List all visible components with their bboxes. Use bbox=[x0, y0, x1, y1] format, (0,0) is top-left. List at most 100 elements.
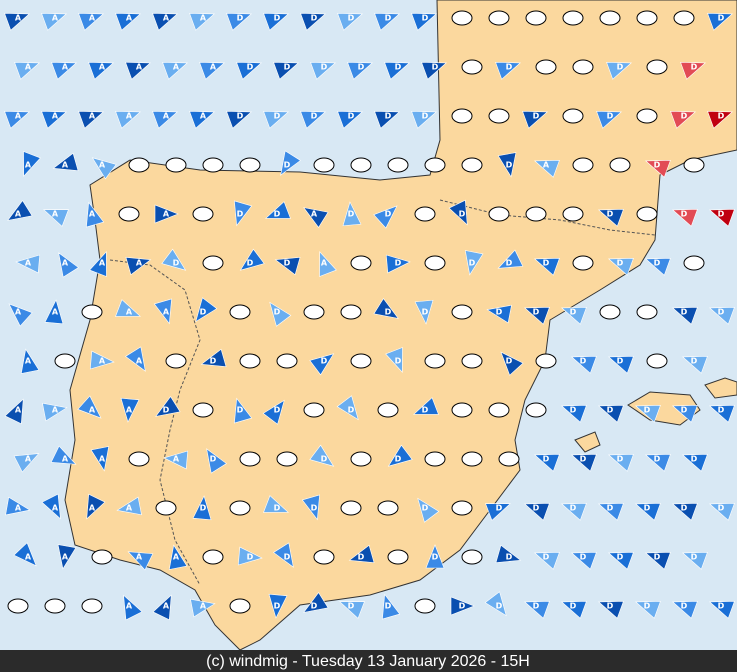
wind-label: A bbox=[200, 602, 207, 611]
calm-marker bbox=[387, 157, 409, 173]
wind-marker bbox=[385, 347, 403, 373]
wind-label: D bbox=[691, 63, 698, 72]
calm-marker bbox=[350, 353, 372, 369]
wind-arrow bbox=[596, 110, 623, 129]
wind-arrow bbox=[154, 204, 179, 224]
wind-marker bbox=[168, 544, 188, 570]
wind-label: D bbox=[247, 259, 254, 268]
wind-arrow bbox=[192, 495, 212, 521]
calm-marker bbox=[461, 451, 483, 467]
wind-arrow bbox=[234, 200, 253, 227]
wind-arrow bbox=[57, 544, 77, 570]
wind-label: A bbox=[173, 553, 180, 562]
wind-marker bbox=[319, 251, 337, 277]
wind-arrow bbox=[269, 301, 292, 327]
wind-marker bbox=[280, 150, 301, 176]
wind-arrow bbox=[607, 551, 634, 570]
wind-marker bbox=[44, 299, 64, 325]
wind-marker bbox=[671, 404, 698, 423]
wind-arrow bbox=[644, 453, 671, 472]
wind-marker bbox=[237, 546, 263, 566]
wind-arrow bbox=[384, 61, 411, 80]
wind-arrow bbox=[301, 494, 320, 521]
wind-marker bbox=[464, 250, 484, 276]
wind-label: D bbox=[681, 210, 688, 219]
wind-marker bbox=[52, 152, 79, 171]
wind-marker bbox=[523, 306, 550, 325]
wind-label: A bbox=[89, 14, 96, 23]
wind-label: D bbox=[533, 112, 540, 121]
wind-label: D bbox=[432, 63, 439, 72]
wind-marker bbox=[634, 502, 661, 521]
wind-arrow bbox=[671, 404, 698, 423]
wind-label: D bbox=[432, 553, 439, 562]
wind-marker bbox=[495, 61, 522, 80]
calm-marker bbox=[461, 549, 483, 565]
wind-arrow bbox=[234, 397, 253, 424]
wind-arrow bbox=[417, 497, 440, 523]
wind-label: D bbox=[321, 357, 328, 366]
wind-marker bbox=[421, 61, 448, 80]
calm-marker bbox=[239, 353, 261, 369]
wind-marker bbox=[269, 301, 292, 327]
wind-arrow bbox=[123, 594, 143, 621]
footer-text: (c) windmig - Tuesday 13 January 2026 - … bbox=[206, 653, 530, 670]
calm-marker bbox=[165, 157, 187, 173]
wind-label: A bbox=[200, 14, 207, 23]
calm-marker bbox=[414, 206, 436, 222]
wind-arrow bbox=[681, 355, 708, 374]
wind-arrow bbox=[263, 12, 290, 31]
wind-marker bbox=[14, 61, 41, 80]
wind-arrow bbox=[413, 397, 439, 415]
wind-label: D bbox=[718, 112, 725, 121]
wind-label: A bbox=[52, 504, 59, 513]
wind-arrow bbox=[200, 348, 227, 367]
calm-marker bbox=[572, 157, 594, 173]
wind-marker bbox=[644, 551, 671, 570]
wind-label: A bbox=[62, 259, 69, 268]
wind-marker bbox=[206, 448, 227, 474]
wind-label: A bbox=[25, 357, 32, 366]
wind-arrow bbox=[570, 551, 597, 570]
wind-arrow bbox=[8, 303, 33, 327]
calm-marker bbox=[7, 598, 29, 614]
wind-label: D bbox=[284, 63, 291, 72]
calm-marker bbox=[562, 10, 584, 26]
wind-label: A bbox=[126, 112, 133, 121]
wind-marker bbox=[644, 257, 671, 276]
calm-marker bbox=[451, 402, 473, 418]
calm-marker bbox=[377, 500, 399, 516]
wind-label: A bbox=[163, 14, 170, 23]
wind-label: D bbox=[395, 63, 402, 72]
border bbox=[109, 259, 201, 586]
calm-marker bbox=[488, 108, 510, 124]
wind-marker bbox=[337, 12, 364, 31]
calm-marker bbox=[424, 157, 446, 173]
island bbox=[574, 431, 601, 453]
wind-label: D bbox=[644, 504, 651, 513]
wind-label: A bbox=[200, 112, 207, 121]
wind-arrow bbox=[88, 61, 115, 80]
wind-marker bbox=[300, 110, 327, 129]
wind-marker bbox=[708, 502, 735, 521]
wind-marker bbox=[190, 598, 216, 618]
wind-label: A bbox=[15, 308, 22, 317]
wind-arrow bbox=[450, 596, 475, 616]
wind-marker bbox=[265, 201, 291, 219]
calm-marker bbox=[350, 255, 372, 271]
wind-marker bbox=[161, 248, 187, 271]
wind-arrow bbox=[189, 12, 216, 31]
wind-label: D bbox=[422, 406, 429, 415]
calm-marker bbox=[525, 402, 547, 418]
wind-label: D bbox=[348, 406, 355, 415]
wind-arrow bbox=[373, 205, 398, 229]
wind-marker bbox=[411, 110, 438, 129]
wind-arrow bbox=[41, 493, 61, 520]
wind-marker bbox=[417, 497, 440, 523]
wind-label: D bbox=[348, 112, 355, 121]
wind-marker bbox=[708, 208, 735, 227]
wind-arrow bbox=[152, 110, 179, 129]
wind-arrow bbox=[268, 593, 288, 619]
wind-arrow bbox=[634, 404, 661, 423]
wind-arrow bbox=[116, 496, 142, 516]
